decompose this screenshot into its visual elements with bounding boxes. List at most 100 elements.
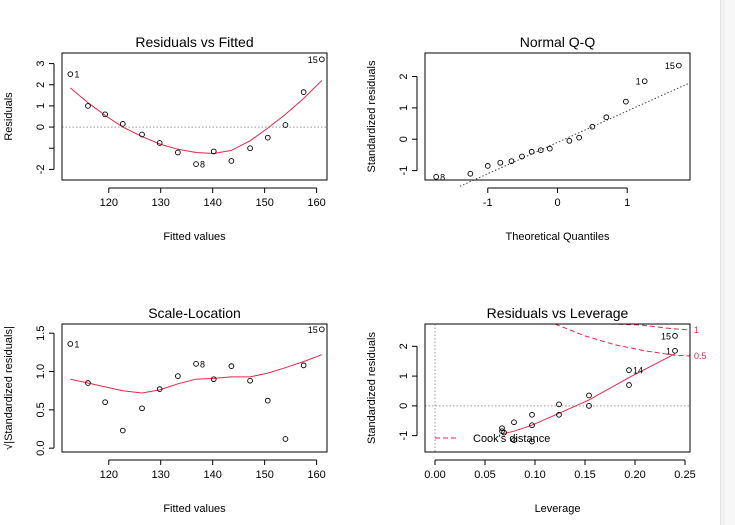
y-axis-title: Residuals xyxy=(3,92,15,141)
data-point xyxy=(102,399,108,406)
plot-frame xyxy=(61,52,328,181)
data-point xyxy=(102,111,108,118)
x-tick-label: 0.10 xyxy=(524,469,545,481)
smooth-line xyxy=(70,354,322,394)
x-axis-title: Leverage xyxy=(535,503,581,515)
panel-curves xyxy=(69,80,323,155)
x-tick-label: 0.15 xyxy=(574,469,595,481)
panel-curves xyxy=(70,354,322,394)
qq-reference-line xyxy=(459,82,691,187)
plot-panel-2: Normal Q-Q 8 1 15 -1 0 1 Theoretical Quantiles -… xyxy=(366,34,691,243)
x-tick-label: 160 xyxy=(307,469,325,481)
y-axis-title: √|Standardized residuals| xyxy=(3,326,15,450)
data-point xyxy=(300,362,307,369)
data-point xyxy=(511,437,517,443)
data-point xyxy=(247,377,253,384)
x-tick-label: -1 xyxy=(483,197,493,209)
x-tick-label: 120 xyxy=(100,197,118,209)
x-axis-title: Theoretical Quantiles xyxy=(506,231,610,243)
plot-frame xyxy=(424,52,691,181)
cooks-label-05: 0.5 xyxy=(694,351,707,361)
data-point xyxy=(529,422,535,429)
point-label: 8 xyxy=(200,359,205,369)
point-label: 1 xyxy=(74,339,79,349)
data-point xyxy=(511,419,517,426)
y-tick-label: 1.0 xyxy=(35,364,47,379)
data-point xyxy=(156,140,163,146)
data-point xyxy=(210,376,217,383)
data-point xyxy=(622,98,629,105)
x-tick-label: 0 xyxy=(554,197,560,209)
data-point xyxy=(529,411,535,418)
x-tick-label: 0.00 xyxy=(424,469,445,481)
data-point xyxy=(433,174,440,180)
y-tick-label: 3 xyxy=(35,61,47,67)
data-point xyxy=(139,405,145,412)
point-label: 15 xyxy=(665,61,675,71)
data-point xyxy=(519,153,525,160)
data-point xyxy=(318,326,325,333)
data-point xyxy=(67,341,74,347)
data-point xyxy=(556,401,562,408)
y-axis-title: Standardized residuals xyxy=(366,60,378,172)
data-point xyxy=(576,134,582,141)
smooth-line xyxy=(69,80,323,155)
point-label: 1 xyxy=(636,77,641,87)
data-point xyxy=(484,163,491,169)
x-tick-label: 140 xyxy=(204,197,222,209)
y-tick-label: 1.5 xyxy=(35,326,47,341)
point-label: 15 xyxy=(308,55,318,65)
data-point xyxy=(318,56,325,63)
data-point xyxy=(508,158,515,165)
data-point xyxy=(85,380,91,386)
data-point xyxy=(467,170,474,177)
y-tick-label: -1 xyxy=(398,431,410,441)
plot-title: Residuals vs Fitted xyxy=(135,34,253,50)
data-point xyxy=(672,333,678,339)
data-point xyxy=(589,123,596,130)
cooks-distance-1-curve xyxy=(609,324,690,331)
y-tick-label: -1 xyxy=(398,166,410,176)
data-point xyxy=(499,425,505,432)
data-point xyxy=(264,397,271,404)
x-tick-label: 120 xyxy=(100,469,118,481)
point-label: 14 xyxy=(633,366,643,376)
plot-title: Scale-Location xyxy=(148,305,241,321)
point-label: 1 xyxy=(74,70,79,80)
data-point xyxy=(603,114,610,121)
plot-frame xyxy=(424,323,691,453)
data-point xyxy=(264,134,271,141)
data-point xyxy=(501,429,507,436)
x-axis-title: Fitted values xyxy=(163,503,226,515)
y-tick-label: 0 xyxy=(398,403,410,409)
data-point xyxy=(228,363,235,370)
y-tick-label: 2 xyxy=(398,73,410,79)
plot-panel-3: Scale-Location 1 8 15 120 130 140 150 160 Fitted … xyxy=(3,305,328,515)
point-label: 8 xyxy=(440,172,445,182)
data-point xyxy=(85,103,91,109)
data-point xyxy=(139,131,145,138)
data-point xyxy=(247,145,253,152)
panel-curves xyxy=(501,324,690,435)
data-point xyxy=(175,149,181,156)
y-axis-title: Standardized residuals xyxy=(366,332,378,444)
x-tick-label: 130 xyxy=(152,197,170,209)
point-label: 15 xyxy=(661,331,671,341)
data-point xyxy=(529,438,535,445)
x-tick-label: 150 xyxy=(255,197,273,209)
y-tick-label: 2 xyxy=(35,82,47,88)
data-point xyxy=(119,427,126,434)
data-point xyxy=(546,145,553,152)
data-point xyxy=(282,122,289,128)
data-point xyxy=(119,121,126,127)
point-label: 15 xyxy=(308,325,318,335)
plot-title: Residuals vs Leverage xyxy=(487,305,629,321)
legend-label: Cook's distance xyxy=(473,433,550,445)
y-tick-label: 0 xyxy=(398,136,410,142)
data-point xyxy=(672,347,678,354)
y-tick-label: 0.0 xyxy=(35,441,47,456)
x-tick-label: 140 xyxy=(204,469,222,481)
cooks-label-1: 1 xyxy=(694,325,699,335)
